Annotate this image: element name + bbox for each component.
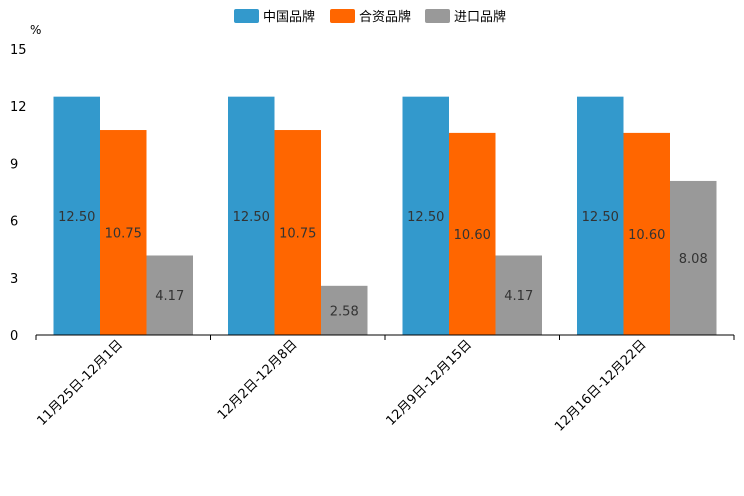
bar-value-label: 4.17 [504, 289, 533, 304]
y-axis: 0 3 6 9 12 15 [10, 43, 27, 344]
y-axis-unit-label: % [30, 23, 41, 37]
bar-value-label: 10.60 [628, 228, 665, 243]
bar-group-3: 12.50 10.60 4.17 [402, 96, 543, 336]
bar[interactable] [274, 130, 322, 335]
y-tick-label: 6 [10, 215, 18, 230]
y-tick-label: 9 [10, 157, 18, 172]
bar-value-label: 10.60 [454, 228, 491, 243]
legend-label: 中国品牌 [263, 9, 315, 25]
bar[interactable] [228, 96, 275, 336]
bar-value-label: 10.75 [105, 227, 142, 242]
legend-label: 合资品牌 [359, 9, 411, 25]
x-category-label: 12月2日-12月8日 [215, 337, 301, 423]
legend-item-3[interactable]: 进口品牌 [425, 9, 506, 25]
bar[interactable] [577, 96, 624, 336]
bar-group-1: 12.50 10.75 4.17 [53, 96, 194, 336]
bar-group-4: 12.50 10.60 8.08 [577, 96, 717, 336]
legend-swatch [425, 9, 450, 23]
y-tick-label: 3 [10, 272, 18, 287]
bar[interactable] [321, 285, 368, 335]
bar[interactable] [449, 132, 496, 335]
bar[interactable] [402, 96, 450, 336]
bar[interactable] [670, 180, 717, 335]
legend-item-1[interactable]: 中国品牌 [234, 9, 315, 25]
x-category-label: 11月25日-12月1日 [34, 337, 126, 429]
x-category-label: 12月16日-12月22日 [552, 337, 649, 434]
legend-item-2[interactable]: 合资品牌 [330, 9, 411, 25]
bar-group-2: 12.50 10.75 2.58 [228, 96, 368, 336]
x-category-label: 12月9日-12月15日 [383, 337, 475, 429]
legend-label: 进口品牌 [454, 9, 506, 25]
legend-swatch [330, 9, 355, 23]
y-tick-label: 12 [10, 100, 27, 115]
bar-value-label: 12.50 [407, 210, 444, 225]
bar-value-label: 12.50 [233, 210, 270, 225]
bar[interactable] [623, 132, 671, 335]
bar-value-label: 4.17 [155, 289, 184, 304]
y-tick-label: 15 [10, 43, 27, 58]
bar-value-label: 10.75 [279, 227, 316, 242]
legend: 中国品牌 合资品牌 进口品牌 [234, 9, 506, 25]
bar[interactable] [53, 96, 101, 336]
bar-value-label: 8.08 [679, 252, 708, 267]
legend-swatch [234, 9, 259, 23]
y-tick-label: 0 [10, 329, 18, 344]
x-axis: 11月25日-12月1日 12月2日-12月8日 12月9日-12月15日 12月16… [34, 334, 735, 435]
bar-value-label: 12.50 [58, 210, 95, 225]
bar-value-label: 12.50 [582, 210, 619, 225]
bar[interactable] [495, 255, 543, 335]
bar-value-label: 2.58 [330, 304, 359, 319]
bars: 12.50 10.75 4.17 12.50 10.75 2.58 12.50 10.60 4.… [53, 96, 717, 336]
bar[interactable] [100, 130, 147, 335]
bar[interactable] [146, 255, 194, 335]
